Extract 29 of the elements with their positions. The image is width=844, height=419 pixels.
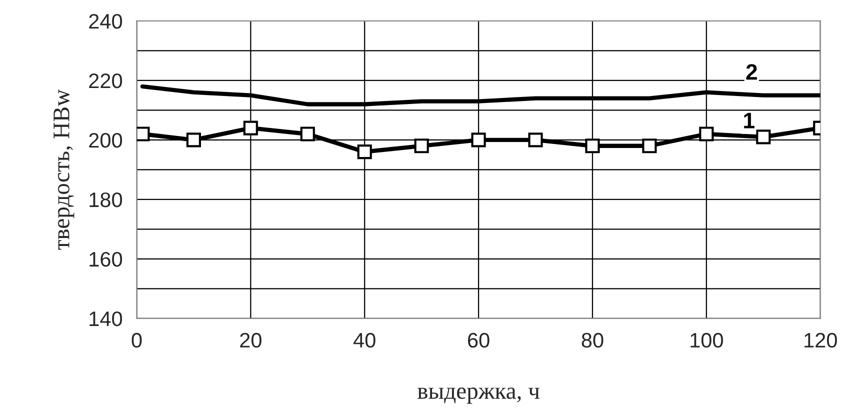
point — [585, 138, 600, 154]
point — [136, 126, 150, 142]
y-tick-label: 160 — [90, 252, 122, 267]
y-tick-label: 140 — [90, 311, 122, 326]
y-tick-label: 180 — [90, 192, 122, 208]
series-label: 1 — [744, 112, 754, 128]
point — [186, 132, 201, 148]
y-tick-label: 200 — [89, 132, 122, 148]
x-tick-label: 60 — [468, 332, 490, 348]
point — [642, 138, 657, 154]
x-tick-label: 120 — [804, 332, 837, 348]
y-tick-label: 240 — [89, 14, 122, 29]
point — [357, 144, 372, 160]
y-axis-title: твердость, HBw — [54, 89, 74, 250]
x-tick-label: 40 — [354, 332, 376, 348]
point — [756, 130, 771, 144]
point — [414, 138, 429, 154]
point — [528, 132, 543, 148]
x-tick-label: 20 — [240, 332, 262, 348]
x-tick-label: 100 — [690, 332, 723, 348]
y-tick-label: 220 — [89, 73, 122, 88]
series-label: 2 — [746, 64, 757, 80]
x-tick-label: 0 — [132, 332, 142, 348]
x-axis-title: выдержка, ч — [418, 388, 540, 404]
point — [300, 126, 315, 142]
point — [471, 132, 486, 148]
point — [699, 126, 714, 142]
x-tick-label: 80 — [582, 332, 604, 348]
point — [243, 120, 258, 136]
